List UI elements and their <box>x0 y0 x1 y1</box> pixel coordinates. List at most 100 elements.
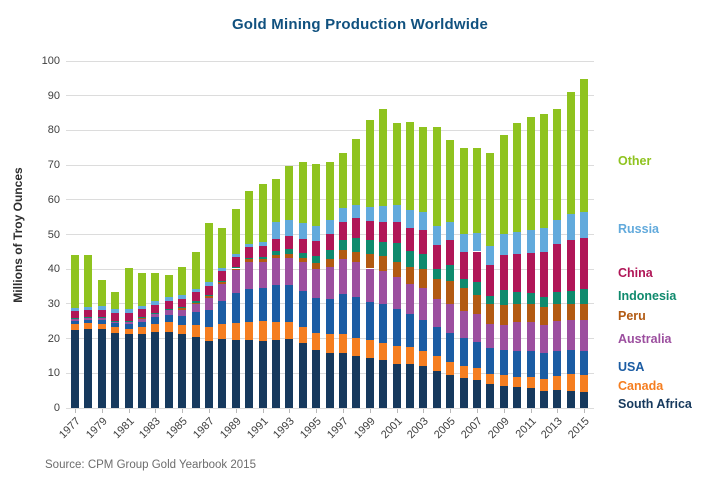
bar-segment-china-1983 <box>151 304 160 313</box>
bar-segment-canada-1988 <box>218 323 227 339</box>
bar-segment-australia-1989 <box>231 269 240 293</box>
bar-segment-usa-2015 <box>580 350 589 375</box>
bar-segment-canada-2014 <box>566 373 575 391</box>
bar-segment-indonesia-1999 <box>365 240 374 255</box>
bar-segment-australia-2005 <box>446 304 455 334</box>
x-tick-1999 <box>369 409 371 413</box>
bar-segment-other-2012 <box>540 114 548 229</box>
bar-segment-other-1997 <box>339 153 347 209</box>
y-tick-label-80: 80 <box>47 124 60 137</box>
bar-segment-indonesia-2001 <box>392 243 401 262</box>
bar-segment-peru-2010 <box>513 303 522 322</box>
bar-segment-other-1979 <box>97 279 106 307</box>
bar-segment-usa-2004 <box>432 327 441 357</box>
bar-segment-russia-2002 <box>406 210 414 229</box>
bar-segment-australia-1979 <box>97 318 106 321</box>
bar-segment-peru-1985 <box>178 308 187 310</box>
bar-segment-peru-1993 <box>285 254 294 258</box>
bar-segment-russia-1995 <box>312 226 321 241</box>
bar-segment-other-2008 <box>486 153 495 246</box>
bar-segment-china-1985 <box>178 298 187 308</box>
x-tick-1995 <box>316 409 318 413</box>
bar-segment-canada-1990 <box>245 321 254 341</box>
bar-segment-australia-2008 <box>486 323 495 348</box>
bar-segment-canada-2011 <box>526 376 535 388</box>
gridline-80 <box>66 129 594 131</box>
x-tick-2015 <box>584 409 586 413</box>
bar-segment-other-1994 <box>298 162 307 224</box>
bar-segment-peru-2000 <box>379 255 388 271</box>
bar-segment-peru-2007 <box>473 295 481 315</box>
bar-segment-south-africa-1981 <box>124 334 133 408</box>
bar-segment-australia-2004 <box>432 298 441 328</box>
bar-segment-other-2015 <box>580 78 589 212</box>
bar-segment-usa-2010 <box>513 351 522 377</box>
bar-segment-china-2008 <box>486 264 495 297</box>
bar-segment-china-2010 <box>513 253 522 292</box>
bar-segment-south-africa-1991 <box>258 341 267 408</box>
bar-segment-south-africa-1985 <box>178 334 187 408</box>
bar-segment-russia-2003 <box>419 211 428 231</box>
bar-segment-canada-2006 <box>459 366 468 378</box>
bar-segment-peru-1994 <box>298 257 307 263</box>
bar-segment-indonesia-1996 <box>325 250 334 260</box>
bar-segment-canada-1981 <box>124 328 133 335</box>
bar-segment-south-africa-1993 <box>285 338 294 408</box>
bar-segment-usa-2007 <box>473 341 481 369</box>
legend-item-china: China <box>618 266 653 281</box>
bar-segment-australia-1981 <box>124 321 133 324</box>
bar-segment-other-1990 <box>245 191 254 244</box>
bar-segment-russia-2010 <box>513 232 522 254</box>
bar-segment-australia-2009 <box>499 325 508 351</box>
bar-segment-russia-1996 <box>325 220 334 235</box>
y-tick-label-10: 10 <box>47 367 60 380</box>
bar-segment-peru-2004 <box>432 279 441 299</box>
bar-segment-australia-1990 <box>245 261 254 289</box>
bar-segment-canada-2001 <box>392 346 401 364</box>
bar-segment-russia-1977 <box>71 307 79 312</box>
bar-segment-south-africa-2006 <box>459 377 468 408</box>
bar-segment-china-1982 <box>138 309 146 318</box>
bar-segment-south-africa-1995 <box>312 349 321 408</box>
bar-segment-peru-2005 <box>446 280 455 305</box>
bar-segment-south-africa-2015 <box>580 391 589 408</box>
bar-segment-south-africa-2001 <box>392 363 401 408</box>
bar-segment-australia-1983 <box>151 313 160 318</box>
bar-segment-russia-1983 <box>151 301 160 305</box>
bar-segment-china-2002 <box>406 228 414 251</box>
bar-segment-china-1979 <box>97 309 106 318</box>
bar-segment-russia-1981 <box>124 309 133 313</box>
gridline-0 <box>66 407 594 409</box>
bar-segment-other-2010 <box>513 122 522 233</box>
bar-segment-indonesia-2004 <box>432 268 441 280</box>
bar-segment-south-africa-2003 <box>419 366 428 408</box>
bar-segment-canada-1999 <box>365 339 374 358</box>
bar-segment-canada-2009 <box>499 375 508 386</box>
bar-segment-china-1980 <box>111 312 120 321</box>
bar-segment-russia-1989 <box>231 253 240 258</box>
legend-item-other: Other <box>618 154 652 169</box>
bar-segment-china-1999 <box>365 220 374 241</box>
bar-segment-canada-2015 <box>580 374 589 392</box>
bar-segment-indonesia-1990 <box>245 258 254 260</box>
bar-segment-indonesia-1988 <box>218 281 227 283</box>
bar-segment-australia-2003 <box>419 288 428 320</box>
bar-segment-peru-2001 <box>392 261 401 277</box>
bar-segment-china-1981 <box>124 312 133 321</box>
bar-segment-other-1989 <box>231 208 240 254</box>
bar-segment-canada-1994 <box>298 327 307 344</box>
bar-segment-indonesia-2013 <box>553 292 562 305</box>
bar-segment-russia-1988 <box>218 267 227 272</box>
y-tick-label-60: 60 <box>47 193 60 206</box>
bar-segment-russia-2015 <box>580 211 589 238</box>
bar-segment-other-1999 <box>365 119 374 207</box>
bar-segment-south-africa-1987 <box>205 340 213 408</box>
bar-segment-china-1994 <box>298 239 307 253</box>
bar-segment-australia-1996 <box>325 266 334 300</box>
bar-segment-usa-1983 <box>151 317 160 325</box>
x-tick-1983 <box>155 409 157 413</box>
x-tick-1991 <box>262 409 264 413</box>
bar-segment-indonesia-2011 <box>526 292 535 304</box>
bar-segment-usa-1986 <box>191 312 200 326</box>
bar-segment-other-1981 <box>124 268 133 310</box>
